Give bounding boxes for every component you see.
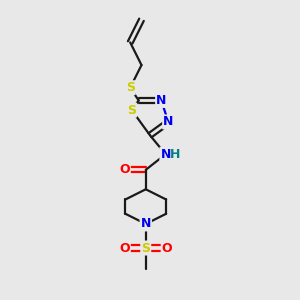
Text: S: S — [141, 242, 150, 254]
Text: O: O — [119, 163, 130, 176]
Text: S: S — [126, 81, 135, 94]
Text: N: N — [163, 116, 173, 128]
Text: S: S — [127, 103, 136, 117]
Text: N: N — [156, 94, 166, 107]
Text: N: N — [160, 148, 171, 161]
Text: O: O — [162, 242, 172, 254]
Text: O: O — [119, 242, 130, 254]
Text: N: N — [141, 218, 151, 230]
Text: H: H — [169, 148, 180, 161]
